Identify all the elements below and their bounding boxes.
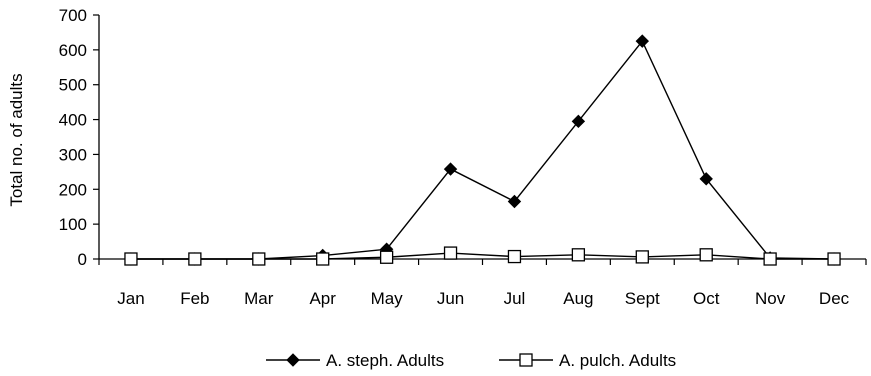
series-line xyxy=(130,252,835,260)
data-point xyxy=(571,248,586,262)
x-tick-label: Dec xyxy=(819,289,850,308)
legend-marker xyxy=(286,353,300,367)
data-point xyxy=(188,252,202,266)
x-tick-label: Jul xyxy=(504,289,526,308)
y-tick-label: 100 xyxy=(59,215,87,234)
series-line xyxy=(130,39,835,260)
data-point xyxy=(763,252,777,266)
data-point xyxy=(699,172,713,186)
y-axis-title: Total no. of adults xyxy=(7,73,26,206)
x-axis-ticks: Jan Feb Mar Apr May Jun Jul Aug Sept Oct Nov Dec xyxy=(98,259,867,308)
legend: A. steph. Adults A. pulch. Adults xyxy=(266,351,676,370)
data-point xyxy=(507,194,522,209)
data-point xyxy=(124,252,138,266)
axes xyxy=(98,15,866,260)
x-tick-label: Jun xyxy=(437,289,464,308)
x-tick-label: May xyxy=(371,289,404,308)
y-axis-ticks: 0 100 200 300 400 500 600 700 xyxy=(59,6,99,269)
legend-marker xyxy=(519,353,533,367)
x-tick-label: Mar xyxy=(244,289,274,308)
legend-item-2: A. pulch. Adults xyxy=(499,351,676,370)
data-point xyxy=(443,246,458,260)
data-point xyxy=(316,252,330,266)
y-tick-label: 0 xyxy=(78,250,87,269)
data-point xyxy=(379,250,394,264)
series-layer xyxy=(124,34,841,266)
data-point xyxy=(635,34,649,48)
data-point xyxy=(699,248,713,262)
y-tick-label: 400 xyxy=(59,111,87,130)
series-1 xyxy=(124,34,841,266)
legend-label: A. pulch. Adults xyxy=(559,351,676,370)
x-tick-label: Apr xyxy=(309,289,336,308)
data-point xyxy=(635,250,649,264)
legend-label: A. steph. Adults xyxy=(326,351,444,370)
data-point xyxy=(507,249,522,264)
legend-item-1: A. steph. Adults xyxy=(266,351,444,370)
y-tick-label: 700 xyxy=(59,6,87,25)
y-tick-label: 600 xyxy=(59,41,87,60)
data-point xyxy=(443,162,458,176)
y-tick-label: 500 xyxy=(59,76,87,95)
y-tick-label: 200 xyxy=(59,180,87,199)
y-tick-label: 300 xyxy=(59,145,87,164)
data-point xyxy=(252,252,266,266)
x-tick-label: Jan xyxy=(117,289,144,308)
data-point xyxy=(827,252,841,266)
x-tick-label: Sept xyxy=(625,289,660,308)
series-2 xyxy=(124,246,841,266)
x-tick-label: Feb xyxy=(180,289,209,308)
data-point xyxy=(571,114,586,129)
x-tick-label: Oct xyxy=(693,289,720,308)
x-tick-label: Aug xyxy=(563,289,593,308)
x-tick-label: Nov xyxy=(755,289,786,308)
